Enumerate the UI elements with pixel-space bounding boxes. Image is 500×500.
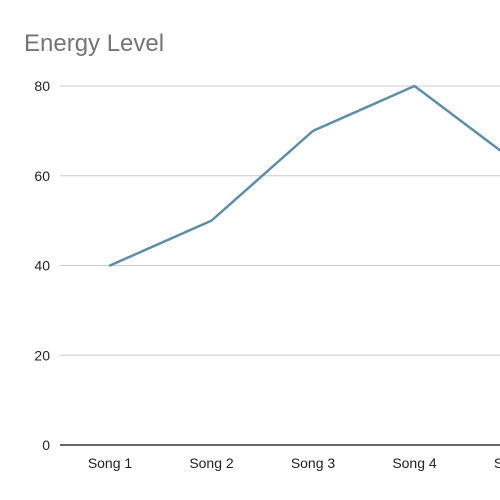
chart-title: Energy Level <box>24 30 165 57</box>
series-layer <box>108 84 500 267</box>
y-tick-label: 40 <box>34 258 50 274</box>
x-tick-label: Song 2 <box>189 455 234 471</box>
x-axis-ticks: Song 1 Song 2 Song 3 Song 4 Song 5 <box>88 455 500 471</box>
x-tick-label: Song 5 <box>494 455 500 471</box>
x-tick-label: Song 4 <box>392 455 437 471</box>
y-tick-label: 20 <box>34 347 50 363</box>
y-tick-label: 60 <box>34 168 50 184</box>
x-tick-label: Song 3 <box>291 455 336 471</box>
y-axis-ticks: 0 20 40 60 80 <box>34 78 50 453</box>
x-tick-label: Song 1 <box>88 455 133 471</box>
gridlines <box>60 85 500 446</box>
y-tick-label: 0 <box>42 437 50 453</box>
y-tick-label: 80 <box>34 78 50 94</box>
